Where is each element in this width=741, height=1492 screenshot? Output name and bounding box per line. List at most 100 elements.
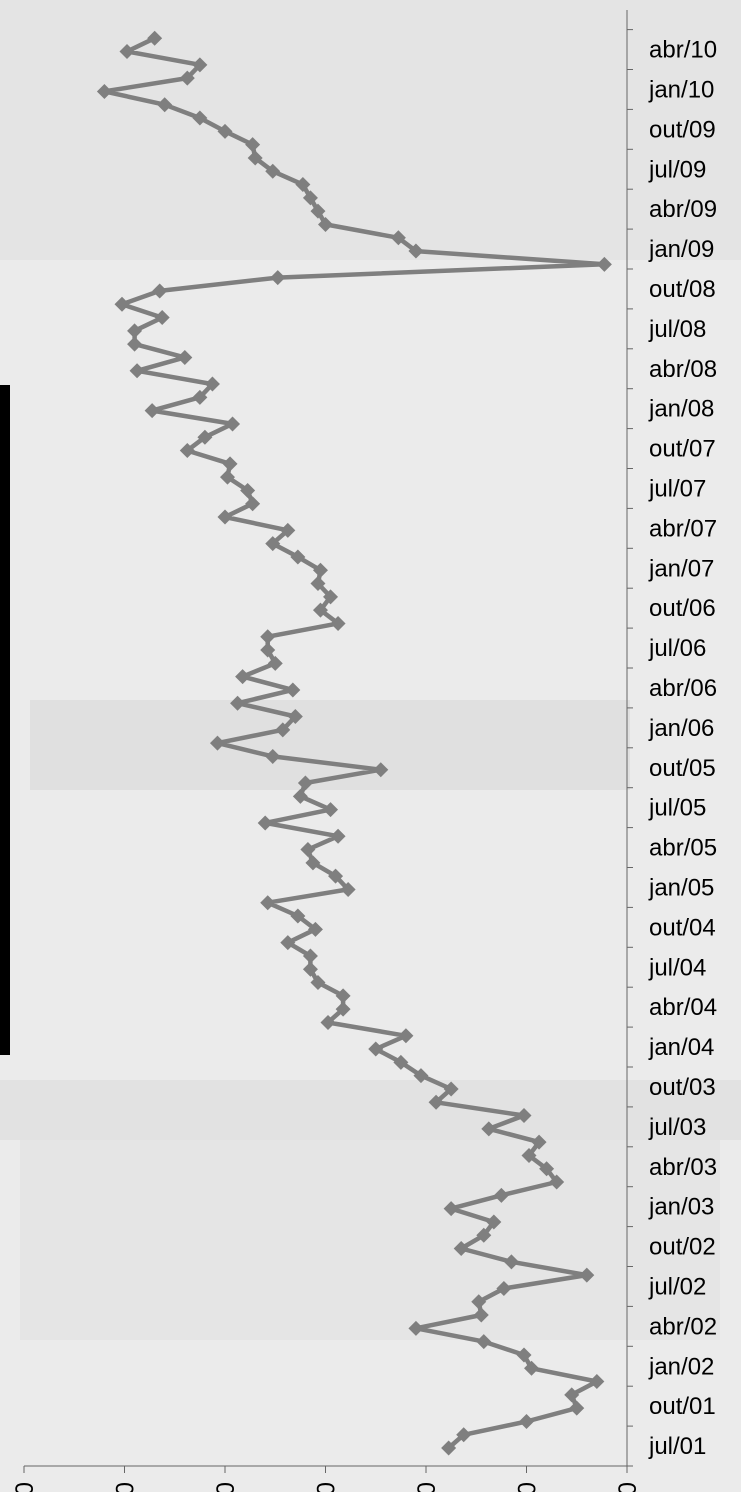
data-point-marker [144,403,160,419]
data-point-marker [197,429,213,445]
data-point-marker [473,1307,489,1323]
data-point-marker [589,1374,605,1390]
value-tick-label: 140 [313,1482,341,1492]
data-point-marker [209,735,225,751]
data-point-marker [493,1187,509,1203]
data-point-marker [217,509,233,525]
data-point-marker [476,1334,492,1350]
data-point-marker [292,788,308,804]
data-point-marker [408,243,424,259]
data-point-marker [220,469,236,485]
data-point-marker [222,456,238,472]
data-point-marker [265,163,281,179]
value-axis: 200 180 160 140 120 100 80 [11,1465,642,1492]
data-point-marker [441,1440,457,1456]
data-point-marker [192,389,208,405]
date-tick-label: abr/04 [649,994,717,1021]
data-point-marker [390,230,406,246]
data-point-marker [476,1227,492,1243]
data-point-marker [192,110,208,126]
date-tick-label: jul/09 [648,156,706,183]
data-point-marker [524,1360,540,1376]
data-point-marker [413,1068,429,1084]
date-tick-label: jan/03 [648,1194,714,1221]
data-point-marker [260,629,276,645]
date-tick-label: out/04 [649,914,716,941]
left-frame [0,385,10,1055]
data-point-marker [310,203,326,219]
data-point-marker [179,70,195,86]
value-tick-label: 100 [514,1482,542,1492]
data-point-marker [335,1001,351,1017]
date-tick-label: jan/09 [648,236,714,263]
value-tick-label: 120 [413,1482,441,1492]
value-tick-label: 80 [614,1482,642,1492]
data-point-marker [310,576,326,592]
data-point-marker [285,682,301,698]
data-point-marker [516,1347,532,1363]
data-point-marker [204,376,220,392]
data-point-marker [453,1241,469,1257]
date-tick-label: abr/08 [649,356,717,383]
data-point-marker [260,642,276,658]
data-point-marker [287,709,303,725]
data-point-marker [119,44,135,60]
data-point-marker [521,1147,537,1163]
data-point-marker [368,1041,384,1057]
data-point-marker [217,123,233,139]
series-1 [96,30,612,1456]
data-point-marker [503,1254,519,1270]
data-point-marker [265,748,281,764]
date-tick-label: jul/01 [648,1433,706,1460]
data-point-marker [496,1280,512,1296]
data-point-marker [318,216,333,232]
date-tick-label: jul/02 [648,1273,706,1300]
data-point-marker [328,868,344,884]
date-tick-label: abr/06 [649,675,717,702]
data-point-marker [147,30,163,46]
value-tick-label: 160 [212,1482,240,1492]
data-point-marker [260,895,276,911]
data-point-marker [443,1201,459,1217]
date-tick-label: jul/06 [648,635,706,662]
data-point-marker [335,988,351,1004]
date-tick-label: jan/06 [648,715,714,742]
data-point-marker [280,935,296,951]
data-point-marker [152,283,168,299]
data-point-marker [247,150,263,166]
data-point-marker [245,137,261,153]
data-point-marker [96,83,112,99]
data-point-marker [323,589,339,605]
data-point-marker [230,695,246,711]
data-point-marker [569,1400,585,1416]
data-point-marker [157,97,173,113]
data-point-marker [307,921,323,937]
data-point-marker [456,1427,472,1443]
date-tick-label: abr/02 [649,1313,717,1340]
date-tick-label: out/08 [649,276,716,303]
date-tick-label: jul/07 [648,475,706,502]
date-tick-label: out/01 [649,1393,716,1420]
data-point-marker [305,855,321,871]
data-point-marker [579,1267,595,1283]
data-point-marker [312,562,328,578]
date-tick-label: jan/02 [648,1353,714,1380]
date-tick-label: jan/05 [648,874,714,901]
date-tick-label: abr/05 [649,835,717,862]
data-point-marker [192,57,208,73]
data-point-marker [516,1108,532,1124]
data-point-marker [127,336,143,352]
data-point-marker [290,908,306,924]
date-tick-label: abr/07 [649,515,717,542]
date-tick-label: out/03 [649,1074,716,1101]
date-tick-label: abr/09 [649,196,717,223]
data-point-marker [114,296,130,312]
data-point-marker [531,1134,547,1150]
date-tick-label: abr/03 [649,1154,717,1181]
data-point-marker [275,722,291,738]
data-point-marker [398,1028,414,1044]
data-point-marker [257,815,273,831]
date-tick-label: jul/05 [648,795,706,822]
data-point-marker [519,1413,534,1429]
data-point-marker [373,762,389,778]
